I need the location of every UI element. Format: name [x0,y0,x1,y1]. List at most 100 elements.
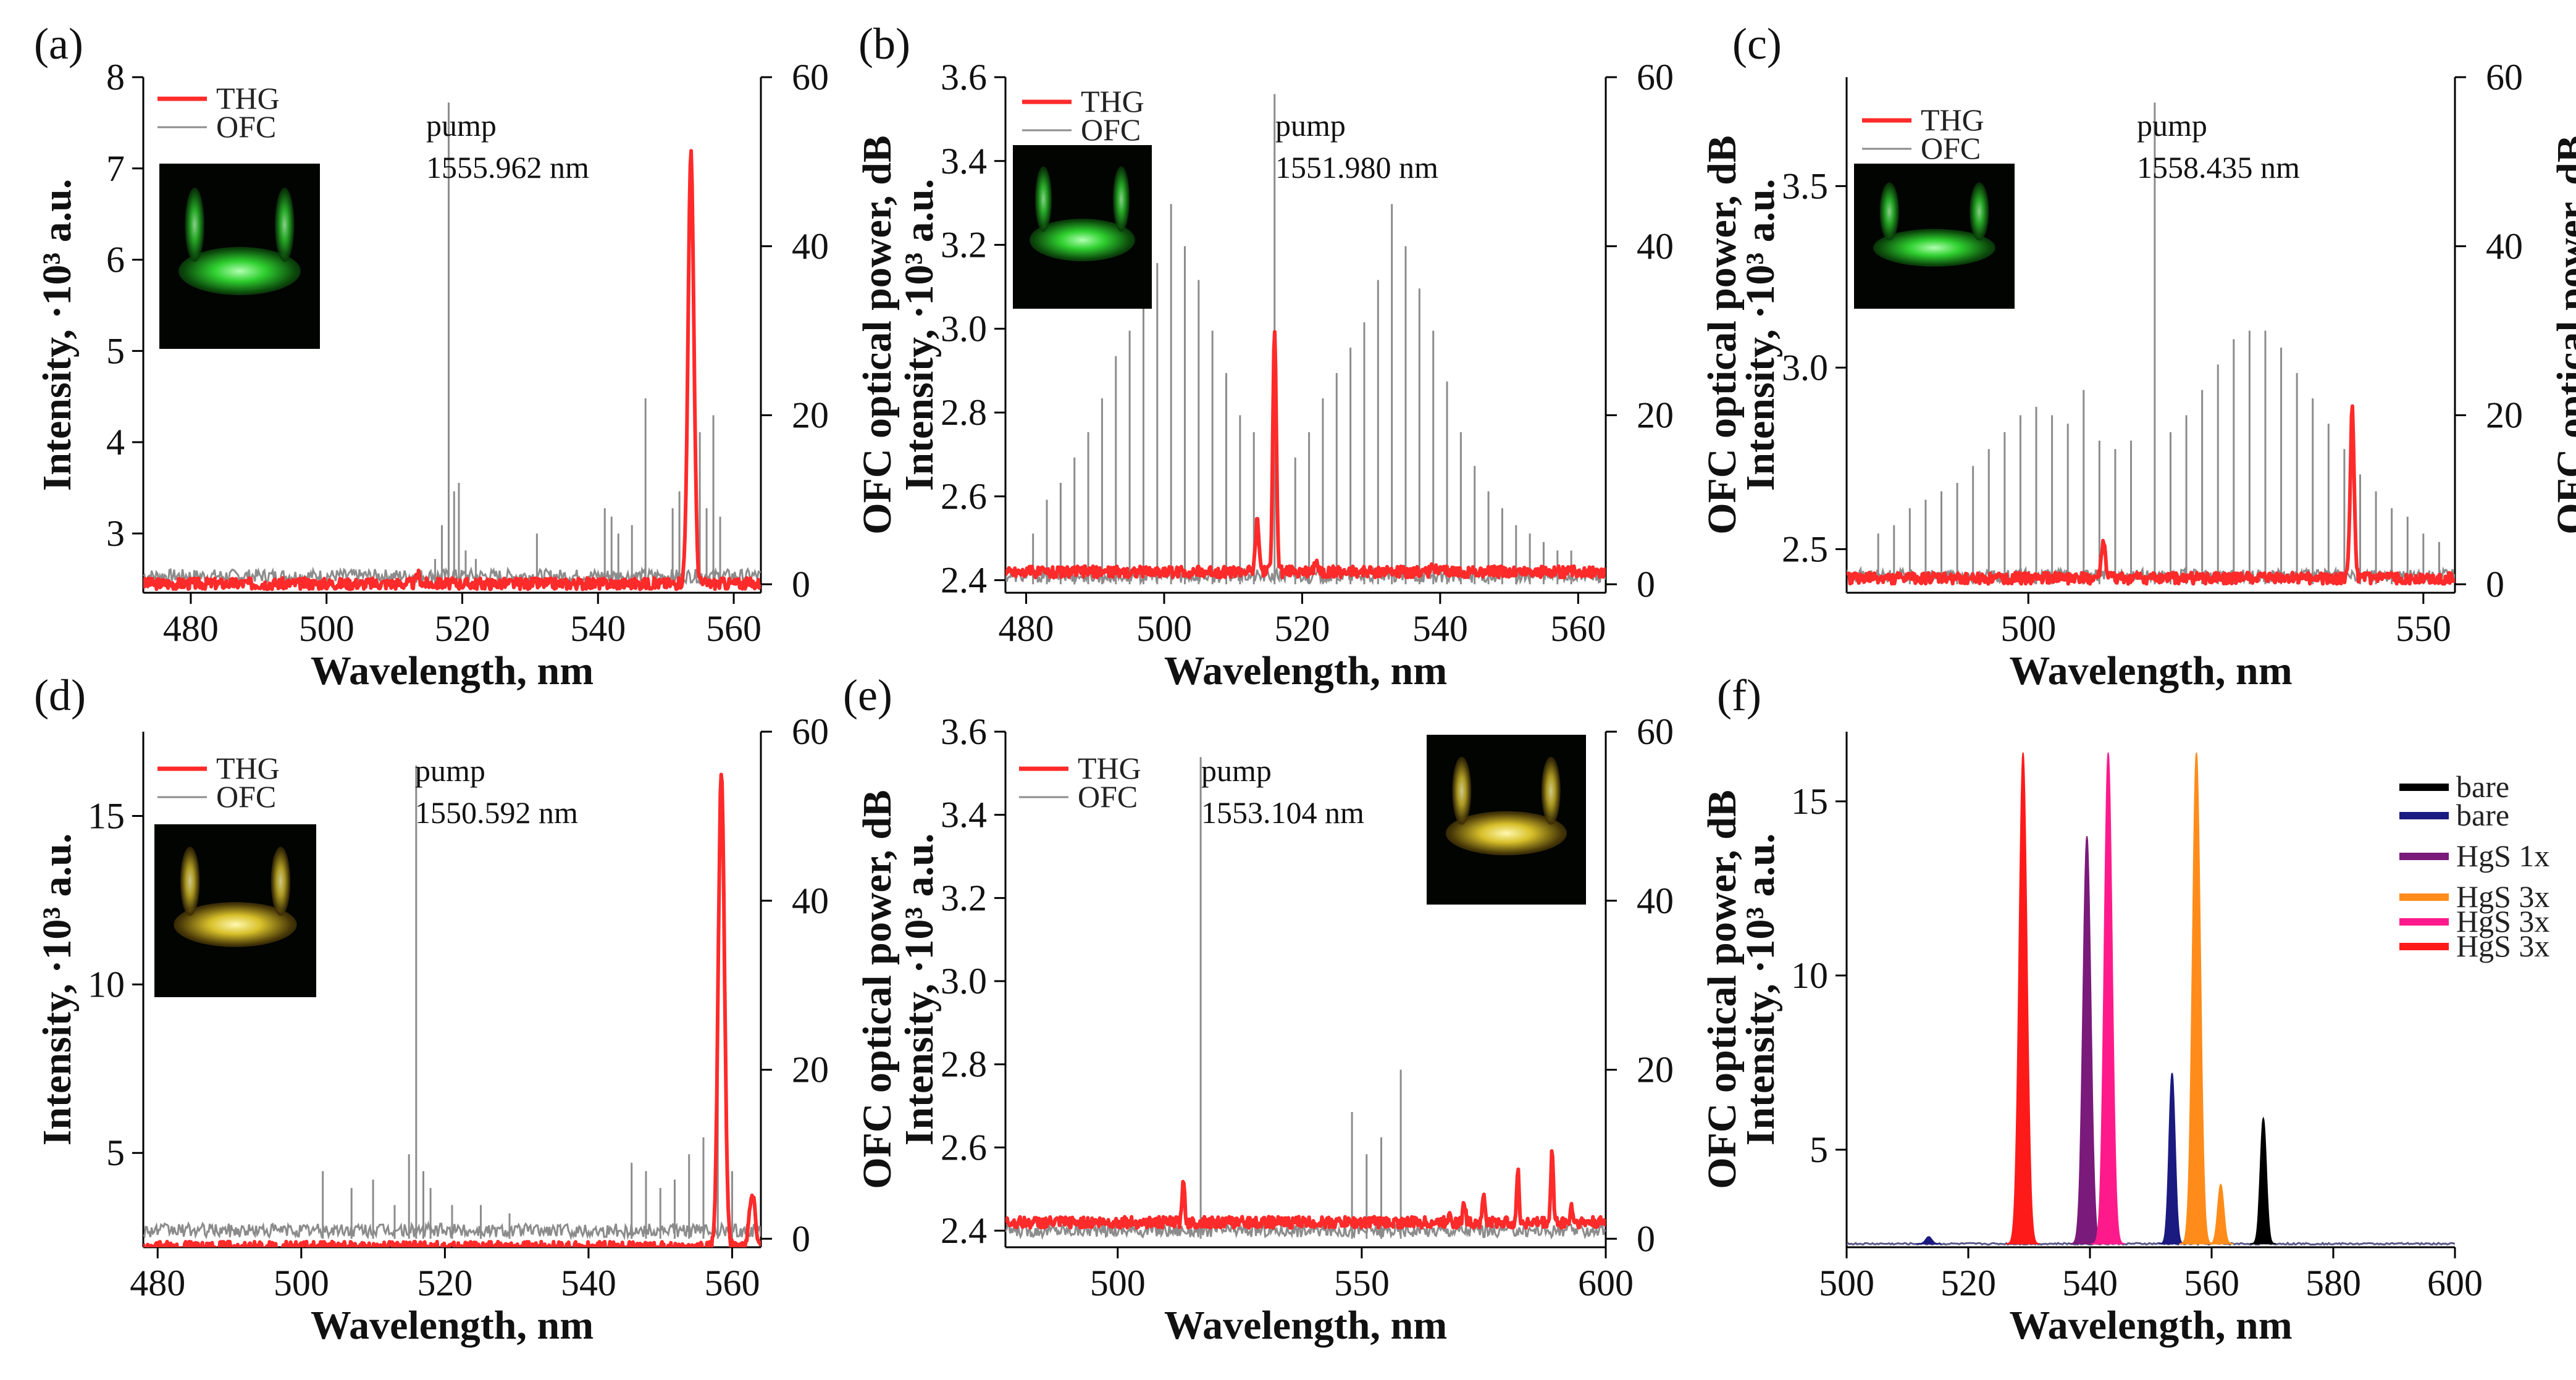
y2-tick-label: 60 [1637,57,1674,98]
pump-label: pump [415,753,485,788]
x-tick-label: 480 [130,1263,185,1303]
y-axis-label: Intensity, ·10³ a.u. [1738,179,1783,491]
y-axis-label: Intensity, ·10³ a.u. [897,179,942,491]
x-tick-label: 560 [1550,608,1606,649]
ofc-noise-floor [1005,1220,1606,1240]
x-tick-label: 520 [1940,1263,1996,1303]
y-tick-label: 6 [106,240,125,280]
inset-left-arm [180,847,200,916]
y-axis-label: Intensity, ·10³ a.u. [35,834,80,1146]
y-tick-label: 3.2 [941,225,987,266]
panel-label: (a) [34,19,83,69]
x-tick-label: 540 [2062,1263,2118,1303]
y2-axis-label: OFC optical power, dB [2549,135,2576,535]
panel-f: (f) 500 520 540 560 580 600 5 10 15 Wavelength, nm… [1717,671,2549,1348]
thg-trace [1005,330,1606,580]
y-tick-label: 15 [88,795,125,836]
pump-label: pump [426,108,497,143]
inset-bright-band [178,247,301,295]
x-tick-label: 500 [2000,608,2056,649]
x-tick-label: 500 [274,1263,329,1303]
y2-tick-label: 40 [1637,226,1674,267]
y2-tick-label: 60 [792,57,829,98]
legend-label-ofc: OFC [1078,779,1138,814]
panel-d: (d) 480 500 520 540 560 5 10 15 0 20 40 60 Wavelength… [34,671,900,1348]
x-tick-label: 520 [434,608,490,649]
y2-tick-label: 40 [792,880,829,921]
y2-tick-label: 60 [1637,711,1674,752]
y2-axis-label: OFC optical power, dB [1700,135,1745,535]
x-axis-label: Wavelength, nm [1164,1303,1447,1348]
ofc-noise-floor [1847,566,2455,585]
panel-label: (b) [858,19,910,69]
plot-area [1847,102,2455,586]
panel-b: (b) 480 500 520 540 560 2.4 2.6 2.8 3.0 3.2 3.4 3.6 0… [858,19,1745,693]
y2-tick-label: 0 [792,1218,810,1259]
y-tick-label: 3.6 [941,57,987,98]
y-tick-label: 2.5 [1782,529,1828,569]
inset-image [1427,735,1586,905]
y-tick-label: 5 [106,1132,125,1173]
y-axis-label: Intensity, ·10³ a.u. [897,834,942,1146]
y-tick-label: 2.4 [941,560,987,601]
panel-label: (f) [1717,671,1761,720]
y2-tick-label: 0 [1637,1218,1655,1259]
inset-left-arm [1035,166,1052,232]
legend-label-ofc: OFC [1081,112,1141,147]
inset-bright-band [1445,811,1567,856]
inset-left-arm [185,188,204,262]
inset-image [159,164,320,349]
peak-hgs-3x [2006,752,2040,1245]
legend-label-ofc: OFC [216,779,276,814]
x-tick-label: 540 [561,1263,616,1303]
peak-hgs-3x [2091,752,2125,1245]
inset-right-arm [271,847,291,916]
y-tick-label: 2.4 [941,1210,987,1251]
y-tick-label: 5 [106,330,125,371]
inset-right-arm [1113,166,1130,232]
y-tick-label: 3 [106,513,125,554]
x-tick-label: 480 [163,608,219,649]
peak-bare [1916,1236,1942,1245]
inset-image [154,824,316,997]
y2-axis-label: OFC optical power, dB [855,135,900,535]
inset-image [1854,164,2015,309]
x-tick-label: 550 [1334,1263,1390,1303]
y-tick-label: 3.4 [941,141,987,182]
pump-wavelength: 1555.962 nm [426,150,589,185]
x-tick-label: 500 [1090,1263,1146,1303]
y-tick-label: 10 [1791,955,1828,996]
plot-area [143,765,761,1247]
y-tick-label: 3.5 [1782,165,1828,206]
y-tick-label: 3.2 [941,877,987,918]
y2-tick-label: 20 [1637,395,1674,436]
x-tick-label: 520 [1274,608,1330,649]
x-tick-label: 560 [704,1263,760,1303]
inset-right-arm [1970,182,1989,241]
x-axis-label: Wavelength, nm [311,1303,594,1348]
pump-wavelength: 1551.980 nm [1275,150,1438,185]
y2-axis-label: OFC optical power, dB [855,790,900,1189]
x-tick-label: 600 [2427,1263,2483,1303]
y-tick-label: 3.4 [941,795,987,835]
pump-wavelength: 1550.592 nm [415,795,578,830]
y2-tick-label: 0 [2486,564,2504,604]
x-tick-label: 520 [417,1263,472,1303]
y-tick-label: 2.6 [941,1127,987,1168]
thg-trace [143,149,761,592]
x-tick-label: 560 [706,608,761,649]
inset-bright-band [1030,219,1135,262]
y2-tick-label: 60 [792,711,829,752]
inset-left-arm [1452,756,1472,825]
y-axis-label: Intensity, ·10³ a.u. [35,179,80,491]
peak-hgs-3x [2179,752,2213,1245]
panel-label: (e) [843,671,892,720]
pump-wavelength: 1553.104 nm [1201,795,1364,830]
thg-trace [143,772,761,1247]
y2-axis-label: OFC optical power, dB [1700,790,1745,1189]
y-tick-label: 3.0 [1782,347,1828,388]
y2-tick-label: 20 [792,1050,829,1090]
